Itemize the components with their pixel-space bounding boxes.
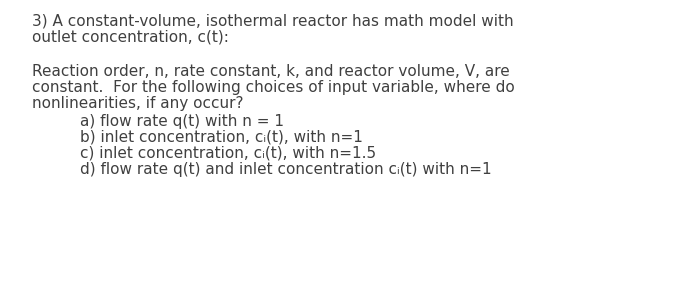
Text: a) flow rate q(t) with n = 1: a) flow rate q(t) with n = 1 <box>80 114 284 129</box>
Text: 3) A constant-volume, isothermal reactor has math model with: 3) A constant-volume, isothermal reactor… <box>32 14 513 29</box>
Text: Reaction order, n, rate constant, k, and reactor volume, V, are: Reaction order, n, rate constant, k, and… <box>32 64 510 79</box>
Text: c) inlet concentration, cᵢ(t), with n=1.5: c) inlet concentration, cᵢ(t), with n=1.… <box>80 146 377 161</box>
Text: outlet concentration, c(t):: outlet concentration, c(t): <box>32 30 228 45</box>
Text: nonlinearities, if any occur?: nonlinearities, if any occur? <box>32 96 243 111</box>
Text: constant.  For the following choices of input variable, where do: constant. For the following choices of i… <box>32 80 514 95</box>
Text: d) flow rate q(t) and inlet concentration cᵢ(t) with n=1: d) flow rate q(t) and inlet concentratio… <box>80 162 492 177</box>
Text: b) inlet concentration, cᵢ(t), with n=1: b) inlet concentration, cᵢ(t), with n=1 <box>80 130 363 145</box>
